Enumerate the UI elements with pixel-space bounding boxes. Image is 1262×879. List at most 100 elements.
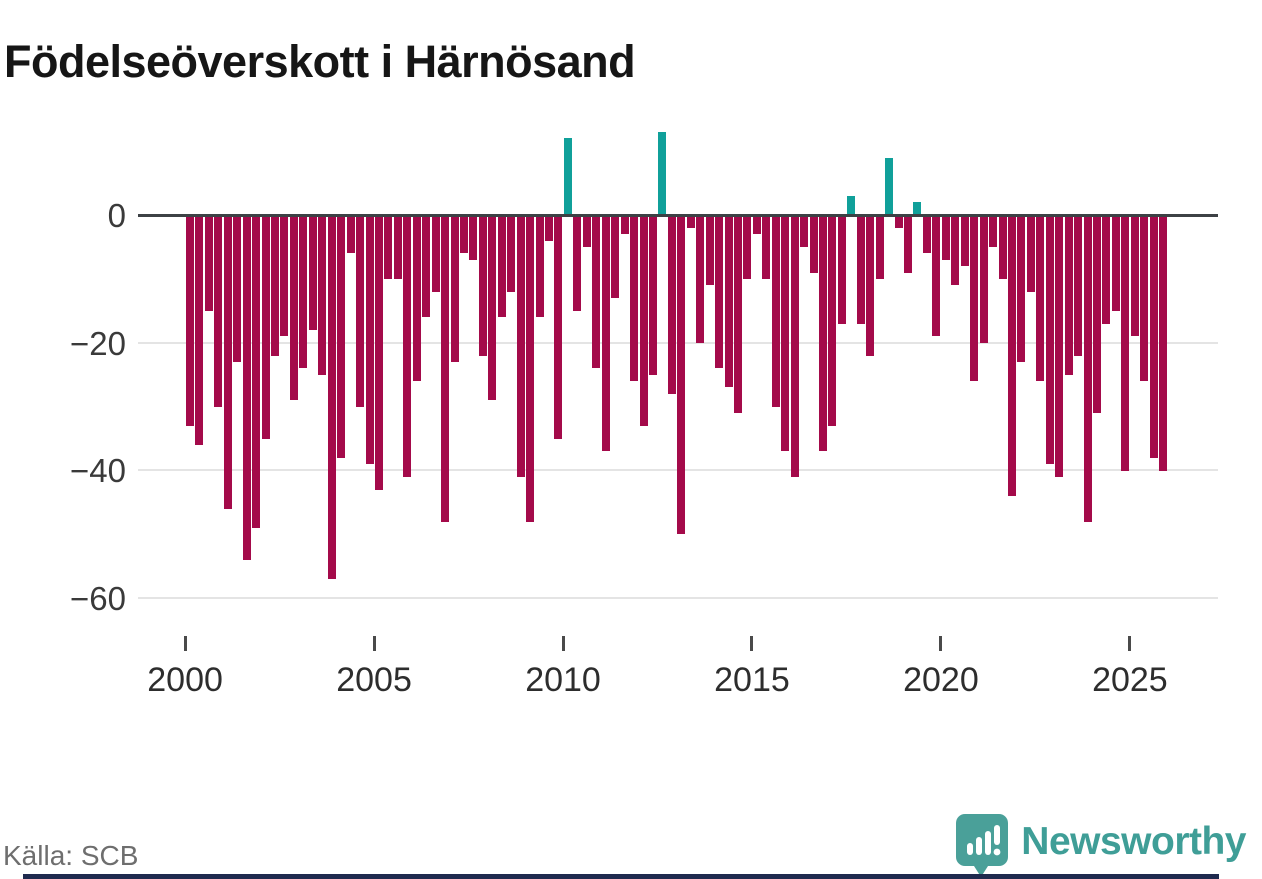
bar-2003-Q1 (299, 215, 308, 369)
x-axis-label-2000: 2000 (147, 661, 223, 699)
bar-2021-Q1 (979, 215, 988, 343)
x-axis-label-2025: 2025 (1092, 661, 1168, 699)
bar-2000-Q2 (195, 215, 204, 445)
bar-2020-Q4 (970, 215, 979, 382)
bar-2001-Q1 (223, 215, 232, 509)
bar-2022-Q3 (1036, 215, 1045, 382)
gridline--60 (138, 596, 1218, 599)
bar-2010-Q4 (592, 215, 601, 369)
bar-2023-Q2 (1064, 215, 1073, 375)
bar-2015-Q3 (771, 215, 780, 407)
bar-2002-Q4 (289, 215, 298, 401)
source-caption: Källa: SCB (3, 840, 139, 871)
bar-2003-Q2 (308, 215, 317, 330)
bar-2002-Q2 (271, 215, 280, 356)
bar-2000-Q3 (204, 215, 213, 311)
bar-2022-Q4 (1045, 215, 1054, 465)
bar-2010-Q1 (563, 138, 572, 215)
bar-2017-Q1 (828, 215, 837, 426)
bar-2007-Q2 (459, 215, 468, 254)
exclamation-dot (993, 848, 1001, 856)
x-tick-2010 (561, 636, 565, 651)
newsworthy-pin-icon (955, 813, 1009, 877)
bar-2011-Q3 (620, 215, 629, 235)
bar-2018-Q4 (894, 215, 903, 228)
x-tick-2020 (939, 636, 943, 651)
bar-2000-Q4 (214, 215, 223, 407)
bar-2024-Q4 (1121, 215, 1130, 471)
bar-2021-Q3 (998, 215, 1007, 279)
bar-2011-Q4 (630, 215, 639, 382)
bar-2006-Q3 (431, 215, 440, 292)
bar-2008-Q3 (507, 215, 516, 292)
bar-2025-Q3 (1149, 215, 1158, 458)
bar-2010-Q2 (573, 215, 582, 311)
bar-2001-Q3 (242, 215, 251, 560)
bar-2007-Q1 (450, 215, 459, 362)
footer-accent-bar (23, 874, 1219, 879)
bar-2018-Q3 (885, 157, 894, 215)
bar-2007-Q3 (469, 215, 478, 260)
bar-2013-Q2 (686, 215, 695, 228)
bar-2016-Q1 (790, 215, 799, 477)
bar-2024-Q2 (1102, 215, 1111, 324)
newsworthy-wordmark: Newsworthy (1021, 819, 1246, 863)
bar-2019-Q3 (922, 215, 931, 254)
bar-2017-Q3 (847, 195, 856, 215)
bar-2005-Q3 (393, 215, 402, 279)
zero-axis-line (138, 213, 1218, 217)
bar-2016-Q2 (800, 215, 809, 247)
y-axis-label-0: 0 (107, 197, 126, 234)
bar-2001-Q2 (233, 215, 242, 362)
x-axis-label-2005: 2005 (336, 661, 412, 699)
bar-2025-Q2 (1140, 215, 1149, 382)
bar-2025-Q4 (1159, 215, 1168, 471)
y-axis-label--40: −40 (70, 452, 126, 489)
bar-2013-Q4 (705, 215, 714, 286)
bar-2024-Q1 (1093, 215, 1101, 413)
x-axis-label-2010: 2010 (525, 661, 601, 699)
bar-2003-Q3 (318, 215, 327, 375)
bar-2005-Q1 (374, 215, 383, 490)
bar-2024-Q3 (1111, 215, 1120, 311)
bar-2012-Q2 (648, 215, 657, 375)
bar-2006-Q4 (441, 215, 450, 522)
bar-2022-Q2 (1026, 215, 1035, 292)
chart-title: Födelseöverskott i Härnösand (4, 36, 636, 88)
bar-2002-Q1 (261, 215, 270, 439)
x-tick-2000 (183, 636, 187, 651)
y-axis-label--20: −20 (70, 324, 126, 362)
bar-2016-Q3 (809, 215, 818, 273)
bar-2021-Q4 (1007, 215, 1016, 496)
bar-2013-Q3 (696, 215, 705, 343)
bar-2014-Q3 (733, 215, 742, 413)
bar-2014-Q1 (715, 215, 724, 369)
bar-2017-Q2 (837, 215, 846, 324)
bar-2002-Q3 (280, 215, 289, 337)
bar-2008-Q1 (488, 215, 497, 401)
bar-2018-Q1 (866, 215, 875, 356)
bar-2022-Q1 (1017, 215, 1026, 362)
bar-2009-Q3 (545, 215, 554, 241)
bar-2011-Q1 (601, 215, 610, 452)
bar-2015-Q1 (752, 215, 761, 235)
bar-2010-Q3 (582, 215, 591, 247)
bar-2006-Q2 (422, 215, 431, 318)
bar-2015-Q4 (781, 215, 790, 452)
bar-2004-Q1 (337, 215, 346, 458)
bar-2014-Q4 (743, 215, 752, 279)
bar-2018-Q2 (875, 215, 884, 279)
bar-2020-Q1 (941, 215, 950, 260)
bar-2004-Q3 (356, 215, 365, 407)
bar-2007-Q4 (478, 215, 487, 356)
bar-2006-Q1 (412, 215, 421, 382)
bar-2009-Q1 (526, 215, 535, 522)
bar-2008-Q2 (497, 215, 506, 318)
bar-2023-Q1 (1055, 215, 1064, 477)
newsworthy-logo-link[interactable]: Newsworthy (955, 812, 1246, 878)
bar-2008-Q4 (516, 215, 525, 477)
bar-2021-Q2 (989, 215, 998, 247)
x-axis-label-2020: 2020 (903, 661, 979, 699)
